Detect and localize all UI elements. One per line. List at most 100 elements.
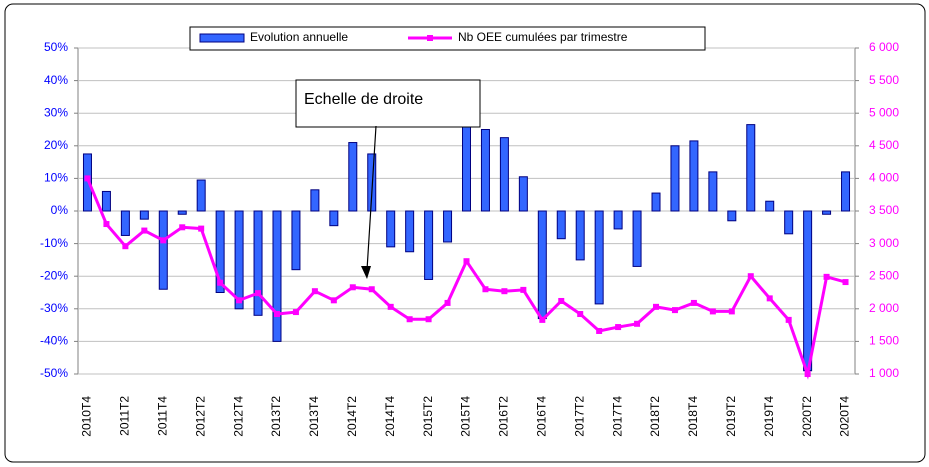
bar [670, 145, 680, 212]
bar [177, 210, 187, 215]
x-tick-label: 2012T4 [231, 396, 245, 437]
y2-tick-label: 4 000 [869, 171, 899, 185]
bar [803, 210, 813, 372]
bar [575, 210, 585, 261]
line-marker [690, 299, 697, 306]
bar [822, 210, 832, 215]
y-tick-label: 20% [44, 138, 68, 152]
line-marker [671, 307, 678, 314]
y2-tick-label: 2 000 [869, 301, 899, 315]
bar [348, 142, 358, 212]
y2-tick-label: 3 500 [869, 203, 899, 217]
line-marker [368, 286, 375, 293]
line-marker [103, 221, 110, 228]
x-tick-label: 2011T2 [118, 396, 132, 436]
y2-tick-label: 1 500 [869, 334, 899, 348]
x-tick-label: 2011T4 [155, 396, 169, 436]
x-tick-label: 2020T4 [838, 396, 852, 437]
y-tick-label: -30% [40, 301, 68, 315]
line-marker [141, 227, 148, 234]
line-marker [804, 371, 811, 377]
line-marker [179, 224, 186, 231]
line-marker [482, 286, 489, 293]
bar [594, 210, 604, 305]
bar [367, 153, 377, 212]
y-tick-label: 40% [44, 73, 68, 87]
x-tick-label: 2017T4 [610, 396, 624, 437]
legend-label: Nb OEE cumulées par trimestre [458, 30, 628, 44]
bar [424, 210, 434, 280]
line-marker [747, 273, 754, 280]
line-marker [766, 295, 773, 302]
line-marker [634, 320, 641, 327]
bar [537, 210, 547, 320]
line-marker [387, 303, 394, 310]
line-marker [615, 324, 622, 331]
line-marker [501, 288, 508, 295]
bar [215, 210, 225, 293]
bar [746, 124, 756, 212]
y-tick-label: 30% [44, 105, 68, 119]
x-tick-label: 2019T4 [762, 396, 776, 437]
y2-tick-label: 4 500 [869, 138, 899, 152]
annotation-arrowhead [361, 266, 371, 279]
x-tick-label: 2014T2 [345, 396, 359, 437]
y-tick-label: -10% [40, 236, 68, 250]
bar [480, 129, 490, 212]
bar [386, 210, 396, 248]
line-marker [463, 258, 470, 265]
line-marker [520, 286, 527, 293]
x-tick-label: 2016T4 [534, 396, 548, 437]
bar [443, 210, 453, 243]
x-tick-label: 2020T2 [800, 396, 814, 437]
y2-tick-label: 2 500 [869, 268, 899, 282]
bar [651, 192, 661, 212]
line-marker [84, 175, 91, 182]
y2-tick-label: 5 000 [869, 105, 899, 119]
line-marker [785, 316, 792, 323]
bar [727, 210, 737, 222]
x-tick-label: 2018T4 [686, 396, 700, 437]
y-tick-label: -20% [40, 268, 68, 282]
line-marker [198, 225, 205, 232]
bar [405, 210, 415, 253]
annotation: Echelle de droite [304, 91, 423, 108]
y-tick-label: -40% [40, 334, 68, 348]
bar [765, 200, 775, 212]
bar [462, 125, 471, 212]
bar [518, 176, 528, 212]
line-marker [444, 299, 451, 306]
bar [556, 210, 566, 240]
line-marker [596, 327, 603, 334]
line-marker [842, 279, 849, 286]
bar [234, 210, 244, 310]
line-marker [577, 311, 584, 318]
legend-swatch [427, 35, 433, 41]
bar [499, 137, 509, 212]
line-marker [311, 288, 318, 295]
x-tick-label: 2015T4 [459, 396, 473, 437]
x-tick-label: 2017T2 [572, 396, 586, 437]
line-marker [236, 297, 243, 304]
line-marker [558, 297, 565, 304]
bar [310, 189, 320, 212]
bar [139, 210, 149, 220]
bar [841, 171, 851, 212]
x-tick-label: 2018T2 [648, 396, 662, 437]
x-tick-label: 2012T2 [193, 396, 207, 437]
bar [120, 210, 130, 236]
bar [291, 210, 301, 271]
line-marker [349, 284, 356, 291]
legend-swatch [199, 33, 245, 43]
bar [101, 190, 111, 212]
x-tick-label: 2014T4 [383, 396, 397, 437]
annotation-box [295, 79, 481, 128]
bar [632, 210, 642, 267]
bar [158, 210, 168, 290]
line-marker [160, 237, 167, 244]
x-tick-label: 2016T2 [497, 396, 511, 437]
line-marker [728, 308, 735, 315]
bar [689, 140, 699, 212]
line-marker [330, 297, 337, 304]
